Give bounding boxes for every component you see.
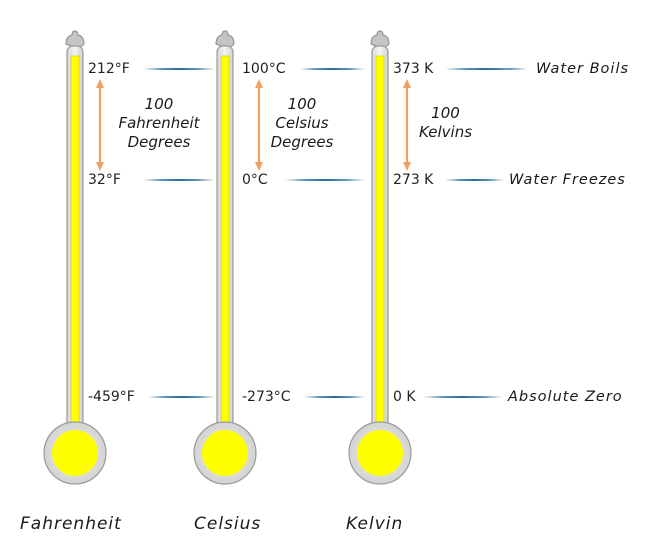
kelvin-mercury — [375, 55, 385, 439]
celsius-bulb-fill — [202, 430, 248, 476]
water-boils-label: Water Boils — [536, 61, 630, 77]
kelvin-bulb-fill — [357, 430, 403, 476]
fahrenheit-bulb-fill — [52, 430, 98, 476]
kelvin-thermometer — [348, 30, 412, 485]
connector-fahrenheit-zero — [148, 396, 215, 398]
kelvin-cap — [370, 30, 390, 48]
fahrenheit-cap — [65, 30, 85, 48]
fahrenheit-interval-note: 100 Fahrenheit Degrees — [118, 95, 200, 151]
celsius-boil-label: 100°C — [242, 61, 286, 77]
kelvin-zero-label: 0 K — [393, 389, 416, 405]
connector-kelvin-freeze — [445, 179, 504, 181]
celsius-interval-arrow — [255, 79, 263, 171]
kelvin-interval-note: 100 Kelvins — [418, 104, 473, 141]
kelvin-scale-name: Kelvin — [346, 514, 404, 534]
kelvin-interval-arrow — [403, 79, 411, 171]
connector-lines — [143, 68, 527, 398]
celsius-freeze-label: 0°C — [242, 172, 268, 188]
connector-kelvin-zero — [423, 396, 503, 398]
celsius-cap — [215, 30, 235, 48]
fahrenheit-interval-arrow — [96, 79, 104, 171]
fahrenheit-scale-name: Fahrenheit — [20, 514, 122, 534]
kelvin-boil-label: 373 K — [393, 61, 434, 77]
celsius-zero-label: -273°C — [242, 389, 291, 405]
connector-fahrenheit-boil — [143, 68, 215, 70]
fahrenheit-boil-label: 212°F — [88, 61, 130, 77]
celsius-interval-note: 100 Celsius Degrees — [270, 95, 334, 151]
connector-celsius-zero — [304, 396, 365, 398]
celsius-scale-name: Celsius — [194, 514, 262, 534]
fahrenheit-thermometer — [43, 30, 107, 485]
celsius-mercury — [220, 55, 230, 439]
water-freezes-label: Water Freezes — [509, 172, 626, 188]
absolute-zero-label: Absolute Zero — [508, 389, 623, 405]
fahrenheit-freeze-label: 32°F — [88, 172, 121, 188]
connector-celsius-boil — [300, 68, 365, 70]
connector-celsius-freeze — [285, 179, 365, 181]
celsius-thermometer — [193, 30, 257, 485]
fahrenheit-mercury — [70, 55, 80, 439]
connector-fahrenheit-freeze — [143, 179, 215, 181]
kelvin-freeze-label: 273 K — [393, 172, 434, 188]
connector-kelvin-boil — [445, 68, 527, 70]
interval-arrows — [96, 79, 411, 171]
fahrenheit-zero-label: -459°F — [88, 389, 135, 405]
